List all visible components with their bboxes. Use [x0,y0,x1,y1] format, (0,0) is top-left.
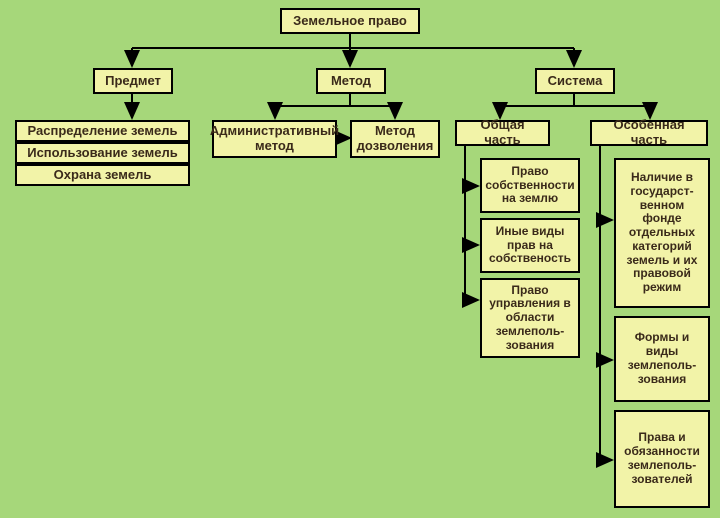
node-subj2: Использование земель [15,142,190,164]
node-meth1: Административный метод [212,120,337,158]
node-gen: Общая часть [455,120,550,146]
node-gen1: Право собственности на землю [480,158,580,213]
node-root: Земельное право [280,8,420,34]
node-spec1: Наличие в государст-венном фонде отдельн… [614,158,710,308]
node-spec2: Формы и виды землеполь-зования [614,316,710,402]
node-meth2: Метод дозволения [350,120,440,158]
node-gen2: Иные виды прав на собственость [480,218,580,273]
node-subject: Предмет [93,68,173,94]
node-gen3: Право управления в области землеполь-зов… [480,278,580,358]
node-system: Система [535,68,615,94]
node-method: Метод [316,68,386,94]
node-spec3: Права и обязанности землеполь-зователей [614,410,710,508]
node-subj1: Распределение земель [15,120,190,142]
node-subj3: Охрана земель [15,164,190,186]
node-spec: Особенная часть [590,120,708,146]
